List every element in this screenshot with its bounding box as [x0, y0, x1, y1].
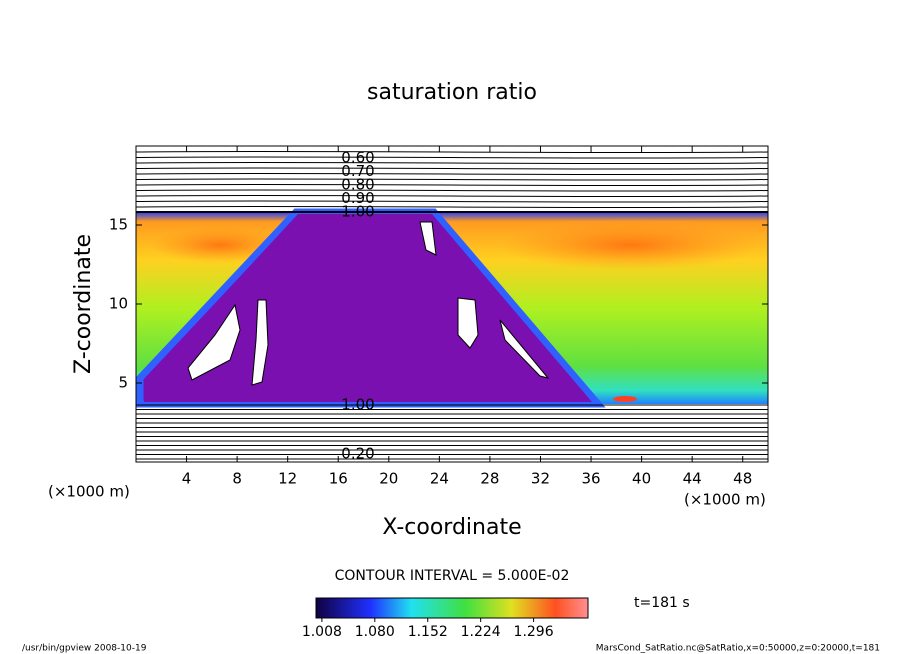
contour-label: 0.60: [341, 149, 374, 167]
x-tick-label: 16: [329, 470, 348, 488]
contour-line: [135, 422, 769, 424]
colorbar-label: 1.296: [514, 624, 554, 640]
contour-line: [135, 172, 769, 176]
contour-line: [135, 408, 769, 411]
x-tick-label: 12: [278, 470, 297, 488]
x-tick-label: 36: [581, 470, 600, 488]
contour-line: [135, 431, 769, 433]
y-tick-label: 15: [109, 216, 128, 234]
contour-label: 0.70: [341, 162, 374, 180]
x-tick-label: 4: [182, 470, 192, 488]
y-unit: (×1000 m): [48, 483, 130, 501]
contour-line: [135, 440, 769, 442]
contour-line: [135, 453, 769, 456]
hot-spot: [613, 396, 637, 402]
x-tick-label: 48: [733, 470, 752, 488]
colorbar: [315, 597, 589, 619]
contour-line: [135, 200, 769, 203]
contour-line: [135, 161, 769, 165]
y-tick-label: 5: [118, 374, 128, 392]
contour-line: [135, 189, 769, 192]
footer-right: MarsCond_SatRatio.nc@SatRatio,x=0:50000,…: [596, 644, 880, 654]
hot-spot: [500, 220, 760, 270]
x-tick-label: 20: [379, 470, 398, 488]
colorbar-label: 1.152: [408, 624, 448, 640]
x-tick-label: 8: [232, 470, 242, 488]
contour-line: [135, 178, 769, 181]
y-tick-label: 10: [109, 295, 128, 313]
contour-line: [135, 435, 769, 438]
colorbar-label: 1.080: [355, 624, 395, 640]
contour-interval: CONTOUR INTERVAL = 5.000E-02: [335, 568, 570, 584]
clear-hole: [457, 297, 479, 349]
contour-field: [136, 208, 768, 408]
contour-line: [135, 444, 769, 447]
clear-hole: [499, 319, 550, 379]
contour-line: [135, 458, 769, 460]
x-unit: (×1000 m): [684, 491, 766, 509]
x-tick-label: 28: [480, 470, 499, 488]
clear-hole: [187, 303, 241, 381]
contour-label: 0.80: [341, 176, 374, 194]
x-tick-label: 32: [531, 470, 550, 488]
contour-line: [135, 449, 769, 451]
x-tick-label: 40: [632, 470, 651, 488]
colorbar-label: 1.008: [302, 624, 342, 640]
contour-line: [135, 417, 769, 420]
contour-line: [135, 404, 769, 406]
contour-line: [135, 150, 769, 154]
contour-line: [135, 167, 769, 170]
x-tick-label: 24: [430, 470, 449, 488]
contour-label: 0.20: [341, 445, 374, 463]
contour-line: [135, 156, 769, 159]
footer-left: /usr/bin/gpview 2008-10-19: [22, 644, 147, 654]
contour-label: 1.00: [341, 203, 374, 221]
contour-line: [135, 183, 769, 187]
chart-title: saturation ratio: [367, 80, 537, 105]
contour-line: [135, 413, 769, 415]
clear-hole: [419, 221, 437, 256]
contour-line: [135, 426, 769, 429]
clear-hole: [251, 299, 269, 386]
x-tick-label: 44: [683, 470, 702, 488]
colorbar-label: 1.224: [461, 624, 501, 640]
contour-label: 0.90: [341, 189, 374, 207]
contour-label: 1.00: [341, 396, 374, 414]
x-axis-label: X-coordinate: [382, 515, 521, 540]
contour-lines: [135, 150, 769, 460]
contour-line: [135, 194, 769, 198]
contour-line: [135, 205, 769, 209]
time-label: t=181 s: [634, 595, 690, 611]
y-axis-label: Z-coordinate: [71, 234, 96, 374]
